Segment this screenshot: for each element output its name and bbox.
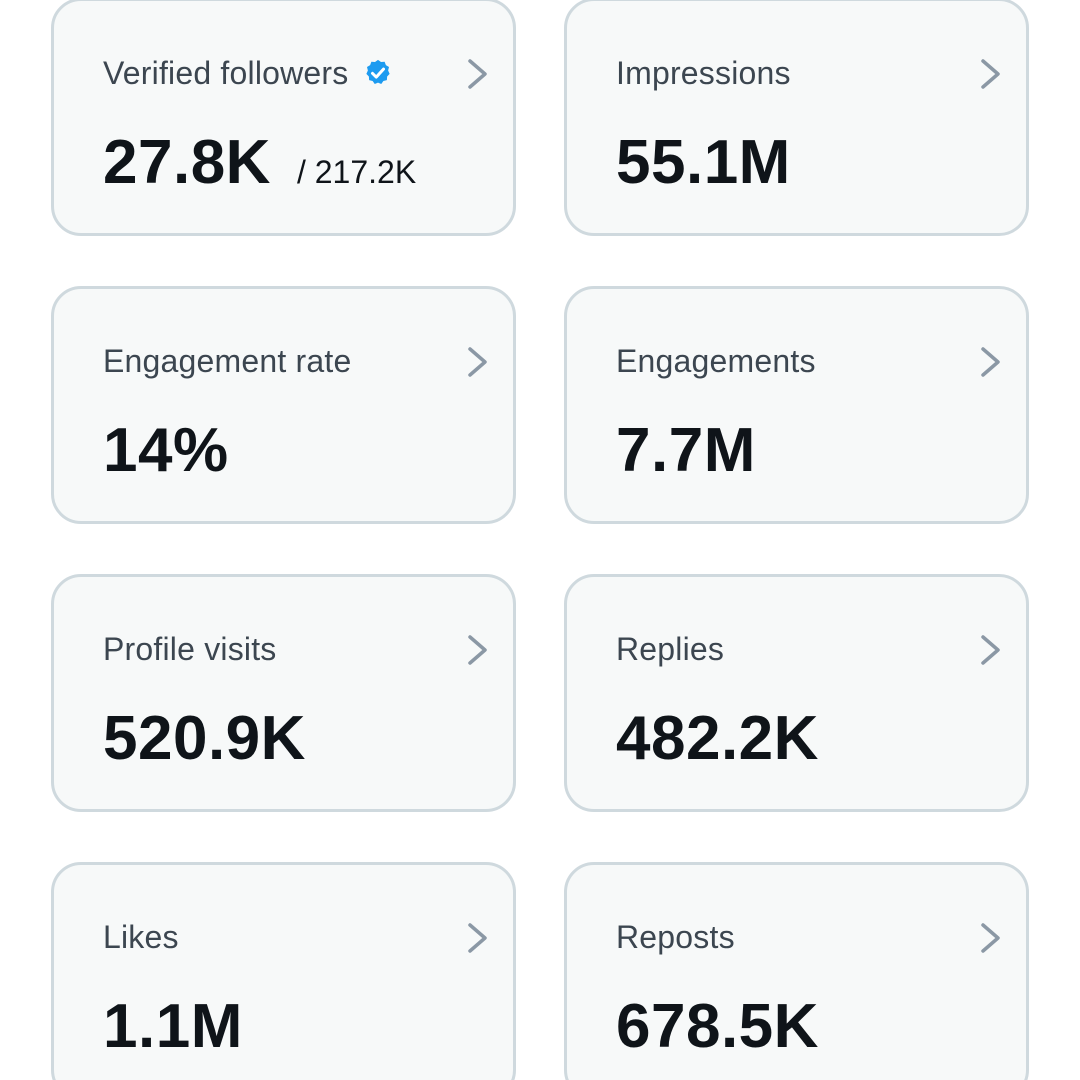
card-label-row: Engagement rate	[103, 341, 352, 381]
reposts-card[interactable]: Reposts 678.5K	[564, 862, 1029, 1080]
chevron-right-icon	[468, 59, 487, 89]
chevron-right-icon	[981, 923, 1000, 953]
card-value: 678.5K	[616, 992, 819, 1061]
engagements-card[interactable]: Engagements 7.7M	[564, 286, 1029, 524]
impressions-card[interactable]: Impressions 55.1M	[564, 0, 1029, 236]
card-label: Impressions	[616, 54, 791, 91]
card-value-row: 678.5K	[616, 991, 819, 1062]
card-value: 7.7M	[616, 416, 756, 485]
card-label-row: Verified followers	[103, 53, 393, 93]
likes-card[interactable]: Likes 1.1M	[51, 862, 516, 1080]
card-value: 27.8K	[103, 128, 271, 197]
card-label: Likes	[103, 918, 179, 955]
card-label: Profile visits	[103, 630, 277, 667]
chevron-right-icon	[981, 347, 1000, 377]
chevron-right-icon	[468, 923, 487, 953]
card-value: 482.2K	[616, 704, 819, 773]
card-label-row: Reposts	[616, 917, 735, 957]
card-value: 55.1M	[616, 128, 791, 197]
profile-visits-card[interactable]: Profile visits 520.9K	[51, 574, 516, 812]
card-label-row: Engagements	[616, 341, 816, 381]
card-value-row: 1.1M	[103, 991, 243, 1062]
card-label-row: Likes	[103, 917, 179, 957]
chevron-right-icon	[468, 347, 487, 377]
chevron-right-icon	[468, 635, 487, 665]
card-value-row: 27.8K / 217.2K	[103, 127, 416, 198]
card-label: Reposts	[616, 918, 735, 955]
card-label-row: Impressions	[616, 53, 791, 93]
verified-badge-icon	[365, 59, 390, 84]
card-total: / 217.2K	[296, 154, 417, 190]
card-label: Engagement rate	[103, 342, 352, 379]
chevron-right-icon	[981, 59, 1000, 89]
card-label: Verified followers	[103, 54, 349, 91]
card-label-row: Profile visits	[103, 629, 277, 669]
card-label-row: Replies	[616, 629, 724, 669]
card-value-row: 482.2K	[616, 703, 819, 774]
chevron-right-icon	[981, 635, 1000, 665]
card-value: 1.1M	[103, 992, 243, 1061]
engagement-rate-card[interactable]: Engagement rate 14%	[51, 286, 516, 524]
card-label: Engagements	[616, 342, 816, 379]
card-value: 520.9K	[103, 704, 306, 773]
card-value-row: 520.9K	[103, 703, 306, 774]
card-value: 14%	[103, 416, 229, 485]
card-value-row: 7.7M	[616, 415, 756, 486]
replies-card[interactable]: Replies 482.2K	[564, 574, 1029, 812]
card-value-row: 14%	[103, 415, 229, 486]
verified-followers-card[interactable]: Verified followers 27.8K / 217.2K	[51, 0, 516, 236]
card-value-row: 55.1M	[616, 127, 791, 198]
card-label: Replies	[616, 630, 725, 667]
